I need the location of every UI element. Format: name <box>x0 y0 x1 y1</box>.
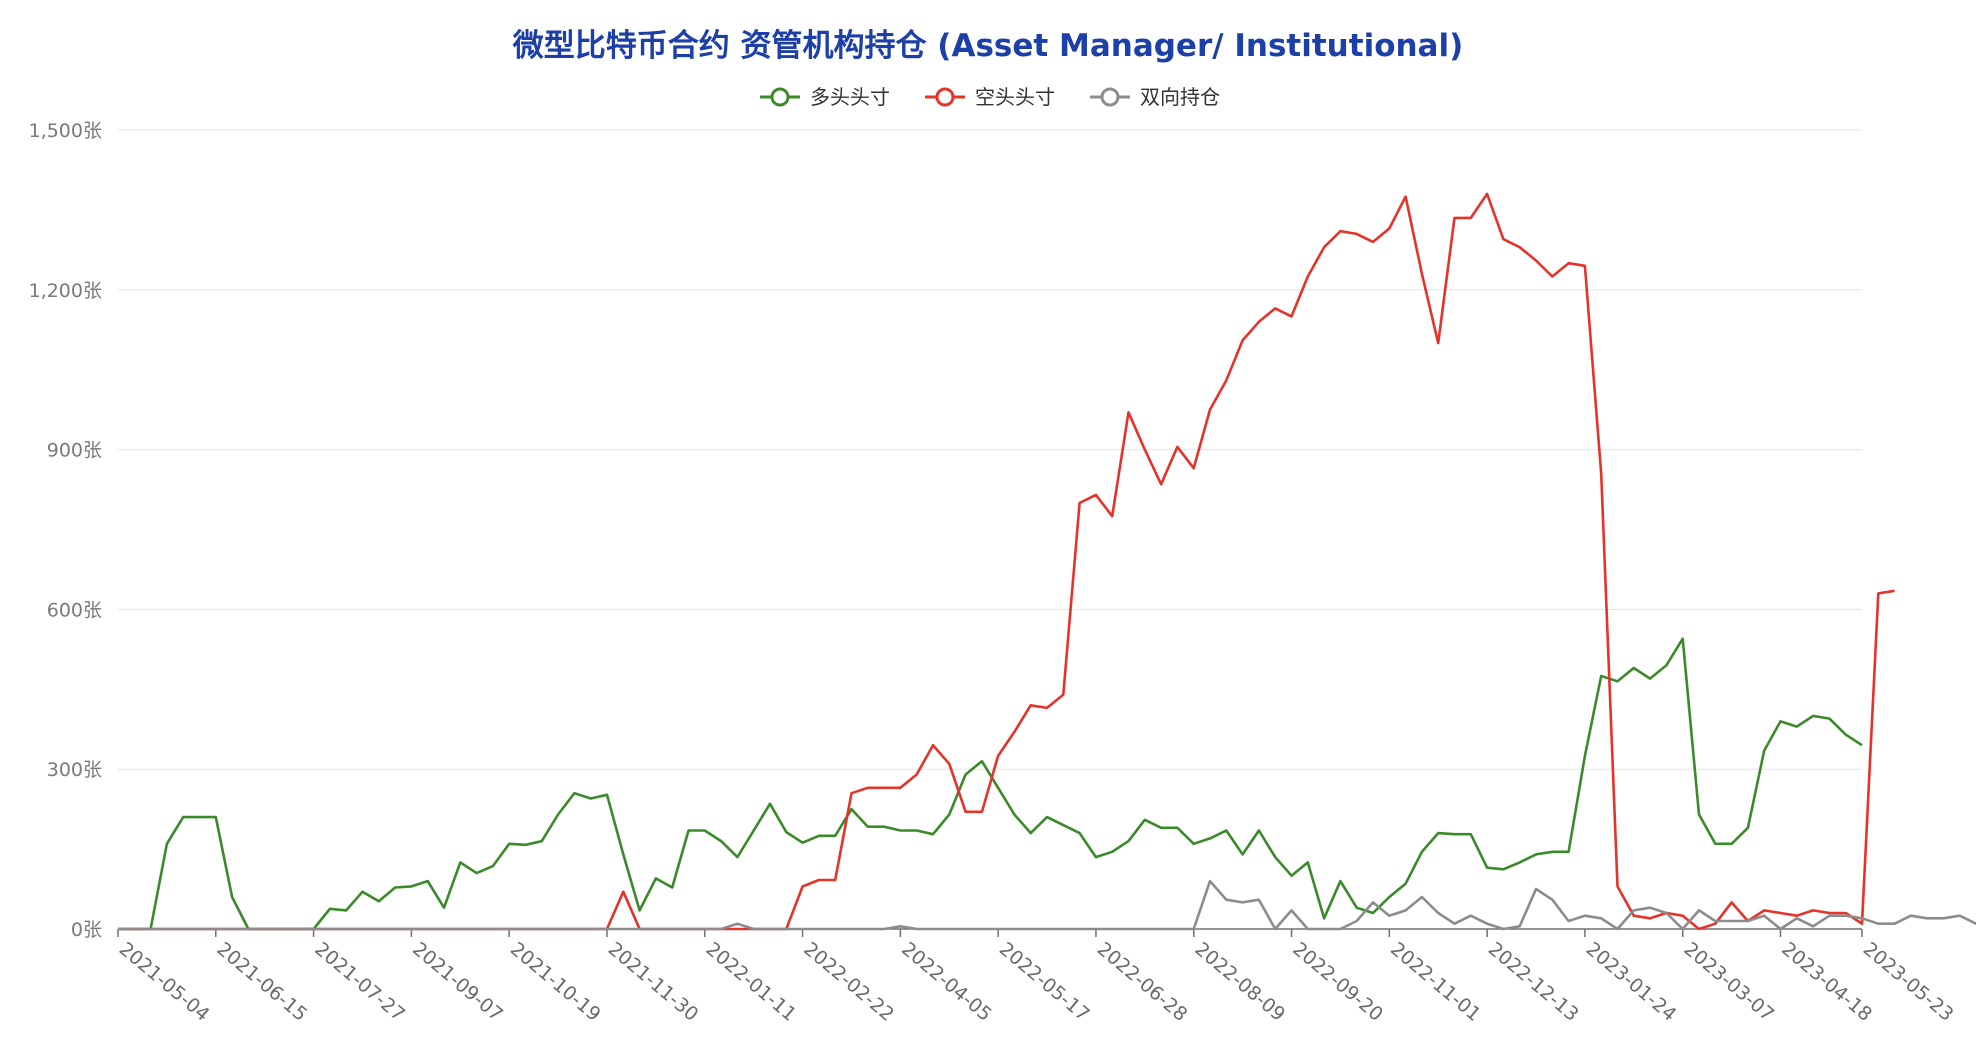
x-tick-label: 2022-04-05 <box>897 938 996 1026</box>
x-tick-label: 2022-02-22 <box>799 938 898 1026</box>
y-tick-label: 1,500张 <box>29 120 102 142</box>
x-tick-label: 2023-01-24 <box>1582 938 1681 1026</box>
x-tick-label: 2022-09-20 <box>1288 938 1387 1026</box>
y-tick-label: 1,200张 <box>29 280 102 302</box>
x-tick-label: 2021-07-27 <box>310 938 409 1026</box>
x-tick-label: 2022-05-17 <box>995 938 1094 1026</box>
x-tick-label: 2021-06-15 <box>213 938 312 1026</box>
y-tick-label: 600张 <box>47 599 102 621</box>
chart-title: 微型比特币合约 资管机构持仓 (Asset Manager/ Instituti… <box>512 28 1464 64</box>
y-axis: 0张 300张 600张 900张 1,200张 1,500张 <box>29 120 102 941</box>
x-tick-label: 2022-11-01 <box>1386 938 1485 1026</box>
x-tick-label: 2021-11-30 <box>604 938 703 1026</box>
legend-item-2[interactable]: 双向持仓 <box>1090 85 1220 109</box>
x-tick-label: 2022-01-11 <box>702 938 801 1026</box>
x-tick-label: 2022-12-13 <box>1484 938 1583 1026</box>
grid-lines <box>118 129 1862 770</box>
series-line-2 <box>118 879 1976 931</box>
x-tick-label: 2023-03-07 <box>1679 938 1778 1026</box>
legend-label: 空头头寸 <box>975 85 1055 109</box>
x-tick-label: 2022-08-09 <box>1191 938 1290 1026</box>
legend-label: 双向持仓 <box>1140 85 1220 109</box>
series-lines <box>118 192 1976 931</box>
legend-item-1[interactable]: 空头头寸 <box>925 85 1055 109</box>
x-tick-label: 2021-09-07 <box>408 938 507 1026</box>
x-tick-label: 2023-05-23 <box>1859 938 1958 1026</box>
legend[interactable]: 多头头寸 空头头寸 双向持仓 <box>760 85 1220 109</box>
legend-marker <box>1100 87 1120 107</box>
y-tick-label: 900张 <box>47 440 102 462</box>
legend-marker <box>935 87 955 107</box>
y-tick-label: 0张 <box>71 919 102 941</box>
legend-marker <box>770 87 790 107</box>
legend-item-0[interactable]: 多头头寸 <box>760 85 890 109</box>
series-line-0 <box>118 637 1863 931</box>
series-line-1 <box>118 192 1895 931</box>
x-tick-label: 2021-05-04 <box>115 938 214 1026</box>
y-tick-label: 300张 <box>47 759 102 781</box>
x-axis: 2021-05-04 2021-06-15 2021-07-27 2021-09-07… <box>115 928 1958 1026</box>
x-tick-label: 2021-10-19 <box>506 938 605 1026</box>
x-tick-label: 2022-06-28 <box>1093 938 1192 1026</box>
legend-label: 多头头寸 <box>810 85 890 109</box>
